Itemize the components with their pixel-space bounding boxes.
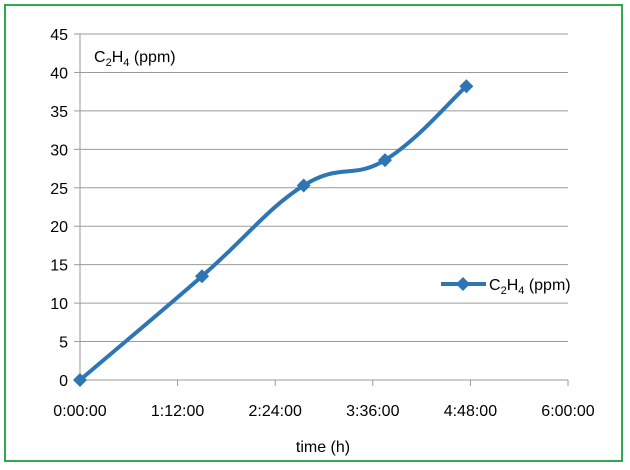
x-tick-labels: 0:00:00 1:12:00 2:24:00 3:36:00 4:48:00 6:00:…: [53, 403, 594, 420]
legend: C2H4 (ppm): [441, 277, 571, 297]
x-tick-label: 0:00:00: [53, 403, 106, 420]
y-tick-label: 25: [50, 181, 68, 198]
y-tick-label: 40: [50, 65, 68, 82]
y-tick-label: 5: [59, 335, 68, 352]
y-axis-title-unit: (ppm): [129, 49, 175, 66]
legend-label: C2H4 (ppm): [489, 277, 571, 297]
series-line: [78, 84, 469, 382]
y-tick-label: 35: [50, 104, 68, 121]
chart-frame: [4, 4, 623, 462]
x-tick-label: 4:48:00: [444, 403, 497, 420]
legend-label-h: H: [507, 277, 519, 294]
y-tick-label: 15: [50, 258, 68, 275]
x-tick-label: 3:36:00: [346, 403, 399, 420]
legend-label-unit: (ppm): [524, 277, 570, 294]
x-axis-title: time (h): [296, 439, 350, 456]
y-axis-title: C2H4 (ppm): [94, 49, 176, 69]
legend-label-sub2: 4: [518, 285, 524, 297]
grid-lines: [80, 33, 568, 343]
y-tick-label: 0: [59, 373, 68, 390]
x-tick-label: 6:00:00: [541, 403, 594, 420]
y-tick-label: 20: [50, 219, 68, 236]
data-point-marker: [459, 79, 474, 94]
series-layer: [73, 79, 474, 387]
data-point-marker: [378, 153, 392, 168]
y-axis-title-c: C: [94, 49, 106, 66]
legend-label-sub1: 2: [501, 285, 507, 297]
legend-marker: [456, 277, 470, 291]
x-tick-label: 2:24:00: [249, 403, 302, 420]
data-point-marker: [296, 178, 311, 193]
y-axis-title-h: H: [112, 49, 124, 66]
legend-label-c: C: [489, 277, 501, 294]
y-tick-label: 45: [50, 27, 68, 44]
y-tick-label: 10: [50, 296, 68, 313]
y-axis-title-sub1: 2: [106, 57, 112, 69]
data-point-marker: [73, 373, 87, 387]
y-tick-labels: 0 5 10 15 20 25 30 35 40 45: [50, 27, 68, 390]
data-point-marker: [195, 269, 209, 284]
axes: [74, 33, 569, 386]
y-tick-label: 30: [50, 142, 68, 159]
x-tick-label: 1:12:00: [151, 403, 204, 420]
y-axis-title-sub2: 4: [123, 57, 129, 69]
